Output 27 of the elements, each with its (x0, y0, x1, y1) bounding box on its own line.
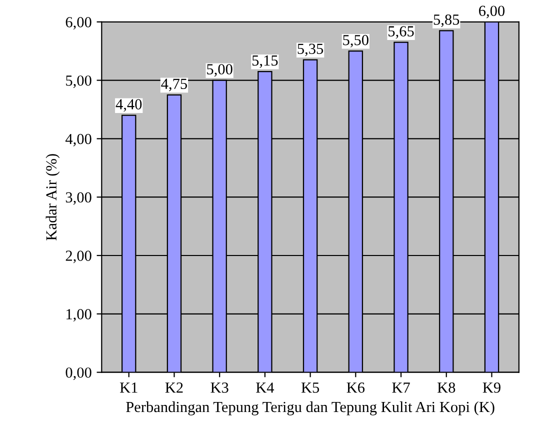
data-label: 5,65 (388, 26, 414, 39)
y-tick-label: 0,00 (66, 367, 92, 380)
data-label: 5,35 (298, 44, 324, 56)
x-tick-label: K1 (120, 382, 138, 393)
x-tick-label: K6 (346, 382, 365, 393)
data-label: 4,40 (116, 99, 142, 112)
data-label: 5,50 (343, 34, 368, 48)
data-label: 5,00 (207, 64, 232, 77)
x-tick-label: K5 (301, 382, 320, 393)
x-tick-label: K7 (392, 382, 410, 393)
y-axis-title: Kadar Air (%) (46, 154, 60, 240)
data-label: 5,85 (434, 14, 460, 27)
y-tick-label: 3,00 (66, 192, 92, 205)
y-tick-label: 5,00 (66, 75, 92, 88)
y-tick-label: 2,00 (66, 250, 92, 264)
data-label: 6,00 (479, 6, 505, 18)
y-tick-label: 1,00 (66, 309, 92, 322)
y-tick-label: 4,00 (65, 134, 92, 146)
x-tick-label: K2 (165, 382, 183, 393)
x-tick-label: K9 (482, 382, 500, 393)
x-tick-label: K8 (437, 382, 456, 393)
x-tick-label: K4 (256, 382, 274, 393)
x-tick-label: K3 (210, 382, 228, 393)
data-label: 4,75 (161, 78, 187, 92)
x-axis-title: Perbandingan Tepung Terigu dan Tepung Kulit Ari Kopi (K) (126, 401, 494, 416)
data-label: 5,15 (252, 55, 278, 68)
y-tick-label: 6,00 (66, 17, 92, 30)
